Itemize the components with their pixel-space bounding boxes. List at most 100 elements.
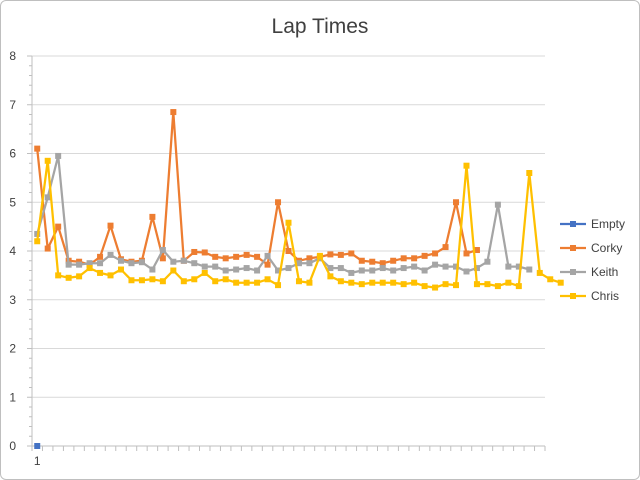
data-point-keith xyxy=(233,266,240,273)
data-point-chris xyxy=(86,265,93,272)
data-point-chris xyxy=(275,282,282,289)
data-point-keith xyxy=(526,266,533,273)
data-point-chris xyxy=(369,279,376,286)
data-point-keith xyxy=(76,261,83,268)
y-tick-label: 2 xyxy=(9,342,16,356)
data-point-keith xyxy=(327,265,334,272)
data-point-corky xyxy=(149,213,156,220)
data-point-keith xyxy=(44,194,51,201)
data-point-keith xyxy=(411,263,418,270)
data-point-keith xyxy=(295,260,302,267)
data-point-corky xyxy=(306,255,313,262)
data-point-chris xyxy=(55,272,62,279)
data-point-chris xyxy=(390,279,397,286)
legend-label-keith: Keith xyxy=(591,265,618,279)
data-point-keith xyxy=(128,260,135,267)
data-point-keith xyxy=(348,269,355,276)
data-point-keith xyxy=(243,265,250,272)
data-point-keith xyxy=(306,260,313,267)
series-line-chris xyxy=(36,159,562,289)
series-group xyxy=(34,109,564,449)
data-point-corky xyxy=(379,260,386,267)
data-point-keith xyxy=(505,263,512,270)
data-point-chris xyxy=(264,276,271,283)
data-point-corky xyxy=(463,250,470,257)
data-point-chris xyxy=(536,269,543,276)
data-point-keith xyxy=(117,257,124,264)
data-point-chris xyxy=(191,276,198,283)
legend-marker-chris xyxy=(570,293,576,299)
y-tick-label: 3 xyxy=(9,293,16,307)
y-tick-label: 8 xyxy=(9,49,16,63)
legend-label-empty: Empty xyxy=(591,217,625,231)
data-point-chris xyxy=(117,266,124,273)
data-point-chris xyxy=(411,279,418,286)
gridlines xyxy=(32,55,545,398)
data-point-chris xyxy=(222,276,229,283)
data-point-chris xyxy=(484,281,491,288)
data-point-keith xyxy=(222,267,229,274)
y-tick-label: 5 xyxy=(9,195,16,209)
data-point-chris xyxy=(97,269,104,276)
data-point-keith xyxy=(201,263,208,270)
data-point-chris xyxy=(128,277,135,284)
data-point-chris xyxy=(327,273,334,280)
data-point-keith xyxy=(149,266,156,273)
y-tick-label: 4 xyxy=(9,244,16,258)
data-point-corky xyxy=(411,255,418,262)
data-point-corky xyxy=(358,257,365,264)
data-point-corky xyxy=(327,251,334,258)
data-point-chris xyxy=(432,284,439,291)
data-point-chris xyxy=(505,279,512,286)
data-point-chris xyxy=(494,283,501,290)
data-point-corky xyxy=(442,244,449,251)
data-point-chris xyxy=(379,279,386,286)
data-point-corky xyxy=(191,248,198,255)
data-point-chris xyxy=(473,281,480,288)
data-point-chris xyxy=(348,279,355,286)
data-point-keith xyxy=(442,263,449,270)
data-point-chris xyxy=(515,283,522,290)
data-point-chris xyxy=(295,278,302,285)
data-point-corky xyxy=(432,250,439,257)
data-point-keith xyxy=(484,258,491,265)
data-point-keith xyxy=(180,257,187,264)
data-point-keith xyxy=(494,201,501,208)
y-tick-label: 1 xyxy=(9,390,16,404)
legend-label-chris: Chris xyxy=(591,289,619,303)
legend-marker-keith xyxy=(570,269,576,275)
axes: 0 1 2 3 4 5 6 7 8 1 xyxy=(9,49,546,468)
data-point-keith xyxy=(55,152,62,159)
data-point-keith xyxy=(285,265,292,272)
y-tick-label: 7 xyxy=(9,98,16,112)
data-point-chris xyxy=(453,282,460,289)
data-point-corky xyxy=(55,223,62,230)
data-point-keith xyxy=(138,259,145,266)
data-point-keith xyxy=(369,267,376,274)
data-point-keith xyxy=(463,268,470,275)
data-point-corky xyxy=(264,261,271,268)
data-point-chris xyxy=(442,281,449,288)
data-point-chris xyxy=(285,219,292,226)
data-point-corky xyxy=(275,199,282,206)
data-point-chris xyxy=(557,279,564,286)
data-point-keith xyxy=(379,265,386,272)
data-point-keith xyxy=(337,265,344,272)
data-point-chris xyxy=(463,162,470,169)
data-point-keith xyxy=(97,260,104,267)
data-point-corky xyxy=(390,257,397,264)
data-point-keith xyxy=(515,263,522,270)
data-point-chris xyxy=(180,278,187,285)
data-point-keith xyxy=(86,260,93,267)
data-point-corky xyxy=(233,253,240,260)
data-point-corky xyxy=(34,145,41,152)
data-point-chris xyxy=(159,278,166,285)
data-point-chris xyxy=(170,267,177,274)
data-point-chris xyxy=(149,276,156,283)
data-point-keith xyxy=(65,261,72,268)
data-point-chris xyxy=(65,274,72,281)
data-point-chris xyxy=(76,273,83,280)
data-point-corky xyxy=(107,222,114,229)
data-point-chris xyxy=(421,283,428,290)
data-point-chris xyxy=(44,157,51,164)
